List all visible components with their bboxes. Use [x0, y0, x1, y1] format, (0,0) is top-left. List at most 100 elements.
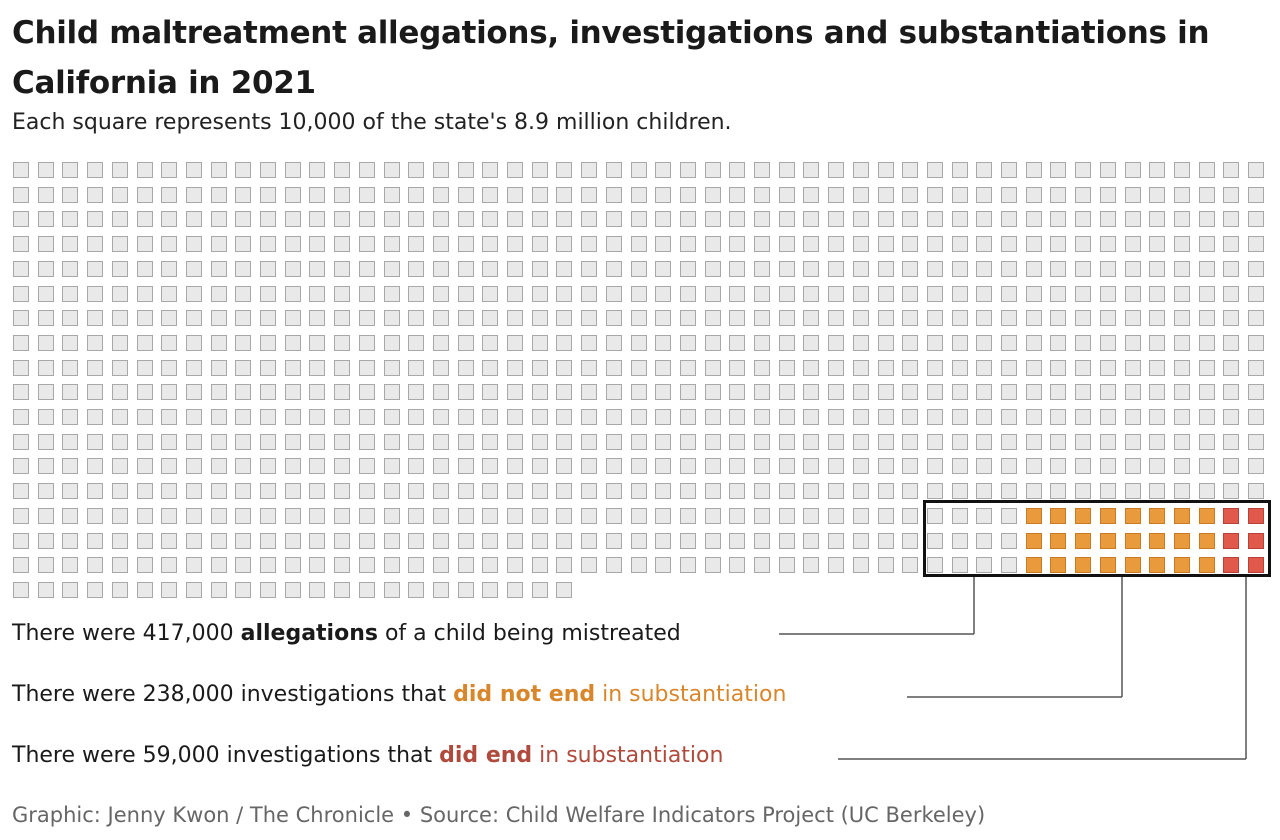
- waffle-square: [408, 186, 425, 203]
- waffle-square: [729, 409, 746, 425]
- waffle-square: [803, 334, 820, 351]
- waffle-square: [284, 162, 301, 178]
- waffle-square: [334, 260, 351, 277]
- waffle-square: [951, 433, 968, 450]
- waffle-square: [13, 162, 29, 178]
- waffle-square: [457, 186, 474, 203]
- waffle-square: [828, 285, 845, 302]
- waffle-square: [111, 409, 128, 425]
- waffle-square: [754, 359, 770, 376]
- waffle-square: [902, 211, 919, 228]
- waffle-square: [556, 285, 573, 302]
- waffle-square: [754, 433, 770, 450]
- waffle-square: [358, 433, 375, 450]
- waffle-square: [803, 359, 820, 376]
- waffle-square: [482, 285, 499, 302]
- waffle-square: [828, 532, 845, 549]
- waffle-square-allegation: [926, 507, 943, 524]
- waffle-square: [679, 285, 696, 302]
- waffle-square: [828, 507, 845, 524]
- waffle-square: [1001, 236, 1017, 253]
- waffle-square: [630, 334, 647, 351]
- waffle-square-not-substantiated: [1050, 557, 1067, 574]
- waffle-square: [531, 384, 548, 401]
- waffle-square: [679, 310, 696, 327]
- waffle-square: [136, 532, 153, 549]
- waffle-square: [309, 507, 326, 524]
- waffle-square: [1025, 483, 1042, 500]
- waffle-square: [754, 211, 770, 228]
- waffle-square: [531, 285, 548, 302]
- waffle-square: [185, 458, 202, 475]
- waffle-square: [1001, 310, 1017, 327]
- waffle-square: [260, 433, 276, 450]
- waffle-square: [309, 186, 326, 203]
- waffle-square: [778, 532, 795, 549]
- waffle-square: [432, 260, 449, 277]
- waffle-square: [1198, 433, 1215, 450]
- waffle-square: [902, 260, 919, 277]
- waffle-square: [185, 483, 202, 500]
- waffle-square: [679, 532, 696, 549]
- waffle-square: [704, 260, 721, 277]
- waffle-square: [383, 507, 400, 524]
- waffle-square: [902, 236, 919, 253]
- waffle-square: [358, 557, 375, 574]
- waffle-square-allegation: [1001, 507, 1017, 524]
- waffle-square: [778, 483, 795, 500]
- waffle-square: [432, 334, 449, 351]
- waffle-square: [531, 507, 548, 524]
- waffle-square: [1099, 260, 1116, 277]
- waffle-square: [531, 236, 548, 253]
- waffle-square: [507, 334, 523, 351]
- waffle-square: [210, 260, 227, 277]
- waffle-square: [309, 285, 326, 302]
- waffle-square: [260, 532, 276, 549]
- waffle-square: [679, 359, 696, 376]
- waffle-square: [729, 285, 746, 302]
- waffle-square: [210, 162, 227, 178]
- annotation-allegations-post: of a child being mistreated: [377, 621, 681, 646]
- waffle-square: [1223, 483, 1240, 500]
- waffle-square: [358, 334, 375, 351]
- waffle-square-not-substantiated: [1198, 507, 1215, 524]
- waffle-square: [408, 581, 425, 598]
- waffle-square: [778, 359, 795, 376]
- waffle-square: [581, 260, 598, 277]
- waffle-square: [655, 433, 672, 450]
- waffle-square: [1001, 260, 1017, 277]
- waffle-square: [210, 384, 227, 401]
- waffle-square: [309, 483, 326, 500]
- waffle-square: [1050, 334, 1067, 351]
- waffle-square: [1099, 458, 1116, 475]
- waffle-square: [778, 211, 795, 228]
- waffle-square: [111, 483, 128, 500]
- waffle-square: [111, 507, 128, 524]
- waffle-square: [1198, 359, 1215, 376]
- waffle-square: [679, 162, 696, 178]
- waffle-square: [235, 409, 252, 425]
- waffle-square: [1223, 433, 1240, 450]
- waffle-square: [1050, 359, 1067, 376]
- waffle-square: [235, 211, 252, 228]
- waffle-square: [260, 581, 276, 598]
- waffle-square: [482, 334, 499, 351]
- waffle-square-allegation: [976, 507, 993, 524]
- waffle-square: [1124, 186, 1141, 203]
- waffle-square: [655, 310, 672, 327]
- waffle-square: [852, 532, 869, 549]
- waffle-square-not-substantiated: [1075, 532, 1092, 549]
- waffle-square: [1223, 334, 1240, 351]
- waffle-square: [630, 310, 647, 327]
- waffle-square: [926, 384, 943, 401]
- waffle-square: [976, 409, 993, 425]
- waffle-square: [1075, 211, 1092, 228]
- waffle-square: [284, 310, 301, 327]
- waffle-square: [556, 260, 573, 277]
- waffle-square: [1173, 260, 1190, 277]
- waffle-square: [556, 409, 573, 425]
- waffle-square: [482, 581, 499, 598]
- waffle-square: [902, 334, 919, 351]
- waffle-square: [877, 557, 894, 574]
- waffle-square: [37, 433, 54, 450]
